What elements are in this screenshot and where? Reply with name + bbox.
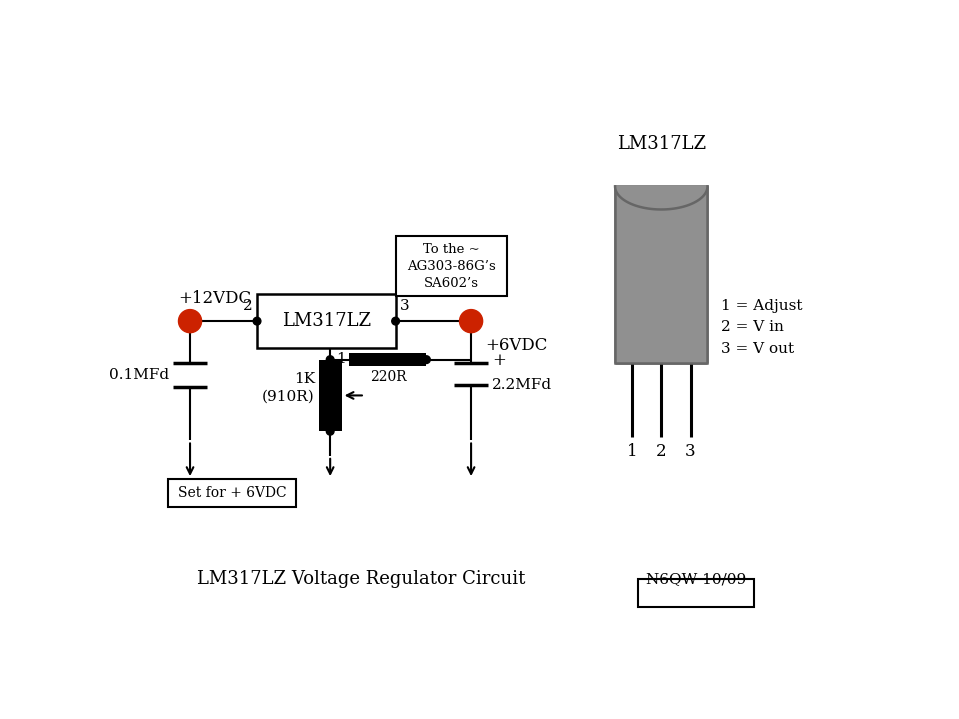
Text: 3: 3 — [400, 299, 409, 313]
Text: 2 = V in: 2 = V in — [721, 320, 784, 334]
Text: 1 = Adjust: 1 = Adjust — [721, 298, 803, 313]
Circle shape — [253, 317, 261, 325]
Bar — [349, 354, 427, 366]
Circle shape — [392, 317, 400, 325]
Bar — [169, 479, 295, 507]
Text: +12VDC: +12VDC — [178, 290, 251, 307]
Text: 1: 1 — [626, 443, 638, 459]
Text: 2: 2 — [656, 443, 667, 459]
Bar — [638, 579, 754, 607]
Text: To the ~
AG303-86G’s
SA602’s: To the ~ AG303-86G’s SA602’s — [407, 243, 496, 290]
Bar — [318, 360, 341, 431]
Text: 1: 1 — [337, 352, 346, 366]
Bar — [615, 186, 708, 364]
Text: 2: 2 — [243, 299, 252, 313]
Text: +: + — [492, 352, 505, 369]
Circle shape — [459, 310, 482, 333]
Text: LM317LZ: LM317LZ — [617, 135, 706, 153]
Circle shape — [326, 427, 334, 435]
Text: LM317LZ: LM317LZ — [282, 312, 371, 330]
Circle shape — [178, 310, 201, 333]
Bar — [396, 237, 507, 296]
Text: 220R: 220R — [369, 370, 407, 384]
Bar — [257, 294, 396, 348]
Text: 0.1MFd: 0.1MFd — [109, 368, 169, 382]
Circle shape — [326, 356, 334, 364]
Text: LM317LZ Voltage Regulator Circuit: LM317LZ Voltage Regulator Circuit — [197, 570, 526, 588]
Text: Set for + 6VDC: Set for + 6VDC — [177, 486, 287, 500]
Text: 2.2MFd: 2.2MFd — [492, 378, 552, 392]
Text: 3 = V out: 3 = V out — [721, 342, 794, 356]
Text: 3: 3 — [686, 443, 696, 459]
Text: 1K
(910R): 1K (910R) — [262, 372, 315, 403]
Text: +6VDC: +6VDC — [485, 336, 548, 354]
Text: N6QW 10/09: N6QW 10/09 — [645, 572, 746, 586]
Polygon shape — [615, 186, 708, 209]
Circle shape — [423, 356, 431, 364]
